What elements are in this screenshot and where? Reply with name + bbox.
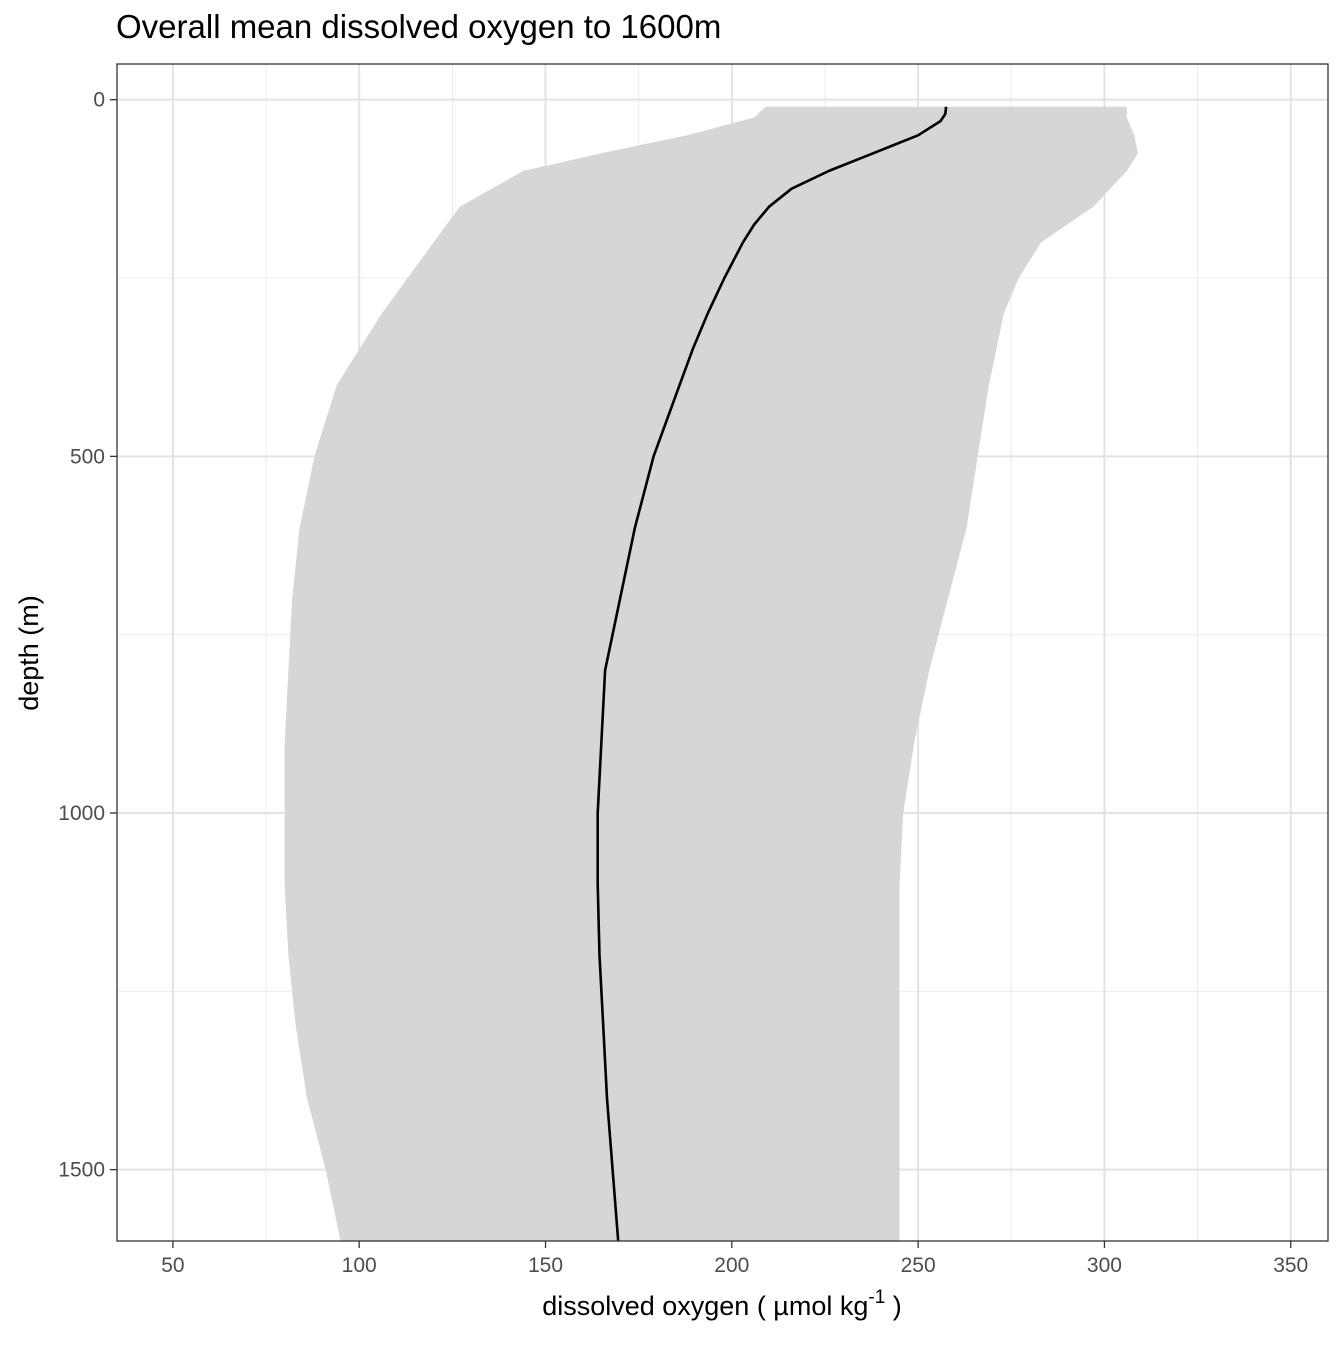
x-axis-label-close: ): [885, 1291, 902, 1321]
x-tick-label: 100: [342, 1254, 377, 1277]
x-axis-label: dissolved oxygen ( µmol kg-1 ): [542, 1287, 902, 1321]
x-tick-label: 50: [161, 1254, 184, 1277]
x-tick-label: 250: [901, 1254, 936, 1277]
y-tick-label: 500: [70, 445, 105, 468]
x-tick-label: 300: [1087, 1254, 1122, 1277]
range-ribbon: [284, 106, 1138, 1241]
y-tick-label: 1500: [58, 1159, 105, 1182]
y-tick-label: 1000: [58, 802, 105, 825]
chart-title: Overall mean dissolved oxygen to 1600m: [116, 8, 722, 45]
y-tick-label: 0: [93, 89, 105, 112]
mean-line: [596, 106, 948, 1242]
x-tick-label: 200: [714, 1254, 749, 1277]
x-tick-label: 350: [1273, 1254, 1308, 1277]
y-axis: 0 500 1000 1500: [58, 89, 117, 1182]
x-axis: 50 100 150 200 250 300 350: [161, 1241, 1308, 1277]
y-axis-label: depth (m): [14, 595, 44, 711]
series-layer: [284, 106, 1138, 1242]
panel-border: [116, 63, 1329, 1242]
x-axis-label-main: dissolved oxygen ( µmol kg: [542, 1291, 868, 1321]
x-axis-label-superscript: -1: [868, 1287, 885, 1308]
x-tick-label: 150: [528, 1254, 563, 1277]
